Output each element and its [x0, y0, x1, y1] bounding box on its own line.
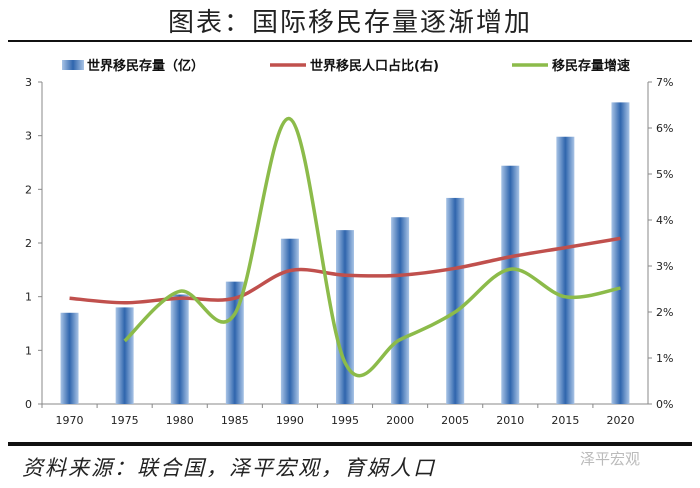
- x-tick-label: 1990: [276, 414, 304, 427]
- right-tick-label: 2%: [656, 306, 673, 319]
- bar-1985: [225, 281, 244, 404]
- source-note: 资料来源：联合国，泽平宏观，育娲人口: [22, 456, 436, 480]
- left-tick-label: 0: [25, 398, 32, 411]
- bar-1995: [336, 230, 354, 404]
- right-tick-label: 1%: [656, 352, 673, 365]
- x-tick-label: 1970: [56, 414, 84, 427]
- legend-label-stock: 世界移民存量（亿）: [87, 58, 204, 74]
- left-tick-label: 2: [25, 237, 32, 250]
- watermark: 泽平宏观: [580, 450, 641, 468]
- right-tick-label: 5%: [656, 168, 673, 181]
- right-tick-label: 4%: [656, 214, 673, 227]
- x-tick-label: 2020: [606, 414, 634, 427]
- growth-line: [123, 117, 621, 378]
- legend-swatch-stock: [62, 60, 84, 70]
- legend-label-share: 世界移民人口占比(右): [310, 58, 439, 74]
- bar-1970: [60, 312, 79, 404]
- chart-title: 图表：国际移民存量逐渐增加: [167, 8, 532, 38]
- right-tick-label: 3%: [656, 260, 673, 273]
- bar-2015: [556, 136, 575, 405]
- source-divider: [8, 442, 692, 446]
- x-tick-label: 1975: [111, 414, 139, 427]
- right-tick-label: 6%: [656, 122, 673, 135]
- x-tick-label: 2015: [551, 414, 579, 427]
- left-tick-label: 3: [25, 130, 32, 143]
- left-tick-label: 1: [25, 344, 32, 357]
- left-tick-label: 2: [25, 183, 32, 196]
- bar-1990: [280, 238, 299, 404]
- x-tick-label: 2005: [441, 414, 469, 427]
- x-tick-label: 1995: [331, 414, 359, 427]
- legend-label-growth: 移民存量增速: [552, 58, 630, 74]
- x-tick-label: 1980: [166, 414, 194, 427]
- x-tick-label: 2010: [496, 414, 524, 427]
- bar-2020: [611, 102, 630, 404]
- x-tick-label: 1985: [221, 414, 249, 427]
- title-divider: [8, 40, 692, 42]
- right-tick-label: 7%: [656, 76, 673, 89]
- bar-1975: [115, 307, 134, 404]
- x-tick-label: 2000: [386, 414, 414, 427]
- left-tick-label: 3: [25, 76, 32, 89]
- bar-2010: [501, 165, 520, 404]
- left-tick-label: 1: [25, 291, 32, 304]
- bar-1980: [170, 294, 189, 404]
- bar-2005: [446, 197, 465, 404]
- right-tick-label: 0%: [656, 398, 673, 411]
- bar-2000: [391, 217, 410, 404]
